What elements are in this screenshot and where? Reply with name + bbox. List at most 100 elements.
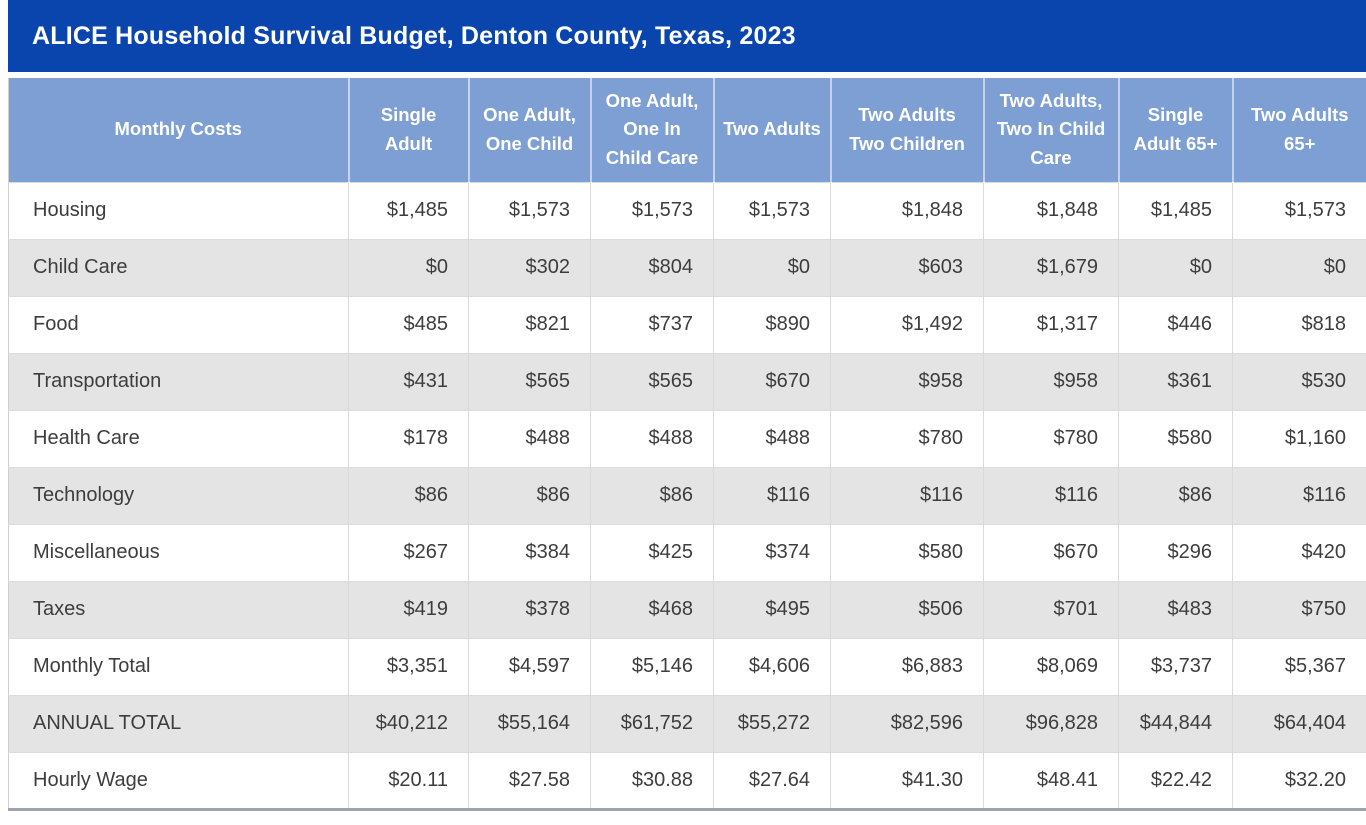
- row-label: Transportation: [8, 352, 349, 410]
- cell-value: $96,828: [983, 694, 1119, 752]
- column-header: Single Adult 65+: [1117, 78, 1233, 182]
- table-row: Monthly Total $3,351 $4,597 $5,146 $4,606 $6,…: [8, 637, 1366, 695]
- cell-value: $780: [830, 409, 984, 467]
- cell-value: $890: [713, 295, 831, 353]
- cell-value: $419: [348, 580, 469, 638]
- cell-value: $116: [713, 466, 831, 524]
- cell-value: $468: [590, 580, 714, 638]
- cell-value: $82,596: [830, 694, 984, 752]
- row-label: Technology: [8, 466, 349, 524]
- cell-value: $425: [590, 523, 714, 581]
- cell-value: $483: [1118, 580, 1233, 638]
- cell-value: $1,317: [983, 295, 1119, 353]
- table-row: Technology $86 $86 $86 $116 $116 $116 $86 $116: [8, 466, 1366, 524]
- title-header-gap: [8, 72, 1366, 78]
- row-label: ANNUAL TOTAL: [8, 694, 349, 752]
- cell-value: $1,573: [1232, 181, 1366, 239]
- cell-value: $361: [1118, 352, 1233, 410]
- row-label: Housing: [8, 181, 349, 239]
- cell-value: $1,848: [983, 181, 1119, 239]
- cell-value: $4,606: [713, 637, 831, 695]
- cell-value: $0: [1232, 238, 1366, 296]
- cell-value: $378: [468, 580, 591, 638]
- column-header: Two Adults, Two In Child Care: [982, 78, 1119, 182]
- budget-table-page: ALICE Household Survival Budget, Denton …: [8, 0, 1366, 811]
- column-header: One Adult, One In Child Care: [589, 78, 714, 182]
- table-row: Taxes $419 $378 $468 $495 $506 $701 $483 $750: [8, 580, 1366, 638]
- table-row: Food $485 $821 $737 $890 $1,492 $1,317 $446 $818: [8, 295, 1366, 353]
- cell-value: $3,351: [348, 637, 469, 695]
- cell-value: $750: [1232, 580, 1366, 638]
- cell-value: $4,597: [468, 637, 591, 695]
- row-label: Food: [8, 295, 349, 353]
- cell-value: $5,367: [1232, 637, 1366, 695]
- cell-value: $22.42: [1118, 751, 1233, 809]
- row-label: Health Care: [8, 409, 349, 467]
- cell-value: $116: [1232, 466, 1366, 524]
- cell-value: $55,164: [468, 694, 591, 752]
- column-header: Monthly Costs: [8, 78, 349, 182]
- cell-value: $821: [468, 295, 591, 353]
- cell-value: $737: [590, 295, 714, 353]
- table-row: Child Care $0 $302 $804 $0 $603 $1,679 $0 $0: [8, 238, 1366, 296]
- cell-value: $3,737: [1118, 637, 1233, 695]
- cell-value: $670: [983, 523, 1119, 581]
- cell-value: $27.58: [468, 751, 591, 809]
- table-row: Housing $1,485 $1,573 $1,573 $1,573 $1,848 $1,…: [8, 181, 1366, 239]
- cell-value: $44,844: [1118, 694, 1233, 752]
- cell-value: $8,069: [983, 637, 1119, 695]
- cell-value: $804: [590, 238, 714, 296]
- cell-value: $565: [468, 352, 591, 410]
- cell-value: $1,679: [983, 238, 1119, 296]
- table-row: Health Care $178 $488 $488 $488 $780 $780 $580 $…: [8, 409, 1366, 467]
- cell-value: $670: [713, 352, 831, 410]
- cell-value: $580: [830, 523, 984, 581]
- cell-value: $565: [590, 352, 714, 410]
- table-row: Transportation $431 $565 $565 $670 $958 $958 $3…: [8, 352, 1366, 410]
- cell-value: $41.30: [830, 751, 984, 809]
- cell-value: $116: [983, 466, 1119, 524]
- table-row: Miscellaneous $267 $384 $425 $374 $580 $670 $29…: [8, 523, 1366, 581]
- table-header-row: Monthly Costs Single Adult One Adult, One …: [8, 78, 1366, 182]
- budget-table: Monthly Costs Single Adult One Adult, One …: [8, 78, 1366, 811]
- cell-value: $0: [713, 238, 831, 296]
- cell-value: $506: [830, 580, 984, 638]
- cell-value: $48.41: [983, 751, 1119, 809]
- cell-value: $86: [468, 466, 591, 524]
- cell-value: $0: [348, 238, 469, 296]
- row-label: Taxes: [8, 580, 349, 638]
- cell-value: $495: [713, 580, 831, 638]
- cell-value: $780: [983, 409, 1119, 467]
- cell-value: $530: [1232, 352, 1366, 410]
- cell-value: $488: [468, 409, 591, 467]
- cell-value: $446: [1118, 295, 1233, 353]
- cell-value: $603: [830, 238, 984, 296]
- cell-value: $701: [983, 580, 1119, 638]
- cell-value: $1,160: [1232, 409, 1366, 467]
- cell-value: $267: [348, 523, 469, 581]
- cell-value: $86: [348, 466, 469, 524]
- column-header: Two Adults Two Children: [829, 78, 984, 182]
- row-label: Hourly Wage: [8, 751, 349, 809]
- cell-value: $86: [590, 466, 714, 524]
- cell-value: $0: [1118, 238, 1233, 296]
- cell-value: $61,752: [590, 694, 714, 752]
- table-row: ANNUAL TOTAL $40,212 $55,164 $61,752 $55,272…: [8, 694, 1366, 752]
- cell-value: $1,573: [590, 181, 714, 239]
- cell-value: $958: [983, 352, 1119, 410]
- cell-value: $1,848: [830, 181, 984, 239]
- title-bar: ALICE Household Survival Budget, Denton …: [8, 0, 1366, 72]
- cell-value: $116: [830, 466, 984, 524]
- cell-value: $86: [1118, 466, 1233, 524]
- cell-value: $1,573: [713, 181, 831, 239]
- page-title: ALICE Household Survival Budget, Denton …: [32, 21, 796, 50]
- cell-value: $958: [830, 352, 984, 410]
- cell-value: $1,492: [830, 295, 984, 353]
- cell-value: $20.11: [348, 751, 469, 809]
- cell-value: $64,404: [1232, 694, 1366, 752]
- cell-value: $818: [1232, 295, 1366, 353]
- table-row: Hourly Wage $20.11 $27.58 $30.88 $27.64 $41.3…: [8, 751, 1366, 809]
- cell-value: $485: [348, 295, 469, 353]
- cell-value: $178: [348, 409, 469, 467]
- row-label: Monthly Total: [8, 637, 349, 695]
